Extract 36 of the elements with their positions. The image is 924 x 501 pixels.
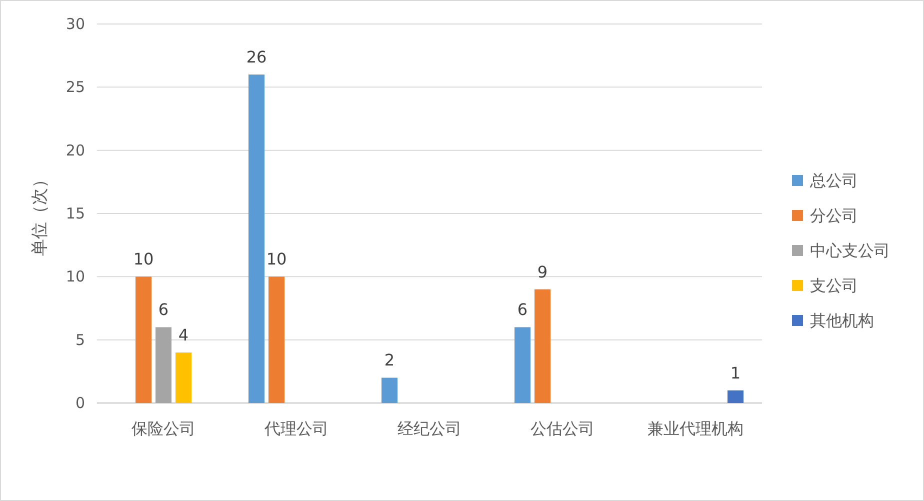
x-tick-label: 经纪公司 — [398, 419, 462, 438]
y-tick-label: 15 — [66, 204, 85, 222]
x-tick-label: 兼业代理机构 — [648, 419, 744, 438]
bar — [514, 327, 530, 403]
data-label: 6 — [158, 300, 169, 320]
y-tick-label: 20 — [66, 141, 85, 160]
bar — [268, 276, 284, 403]
data-label: 1 — [730, 363, 741, 382]
data-label: 6 — [517, 300, 528, 320]
x-tick-label: 公估公司 — [530, 419, 594, 438]
y-tick-label: 30 — [66, 15, 85, 33]
bar — [534, 289, 550, 403]
data-label: 10 — [133, 250, 154, 269]
data-label: 9 — [537, 262, 548, 282]
x-tick-label: 保险公司 — [132, 419, 196, 438]
bar — [176, 352, 192, 403]
data-label: 4 — [178, 325, 189, 344]
data-label: 2 — [384, 350, 395, 370]
y-tick-label: 5 — [75, 330, 85, 349]
legend-label: 中心支公司 — [810, 241, 890, 260]
x-tick-label: 代理公司 — [264, 419, 328, 438]
y-tick-label: 0 — [75, 394, 85, 412]
data-label: 26 — [246, 48, 267, 67]
y-tick-label: 25 — [66, 78, 85, 96]
bar — [248, 74, 264, 403]
y-axis-title: 单位（次） — [30, 171, 50, 256]
bar — [156, 327, 172, 403]
y-tick-label: 10 — [66, 268, 85, 286]
bar — [136, 276, 152, 403]
legend-label: 支公司 — [810, 276, 858, 295]
legend-label: 总公司 — [809, 171, 858, 190]
legend-label: 分公司 — [810, 206, 858, 225]
data-label: 10 — [266, 250, 287, 269]
legend-label: 其他机构 — [810, 311, 874, 330]
bar — [382, 378, 398, 403]
bar — [728, 390, 744, 403]
